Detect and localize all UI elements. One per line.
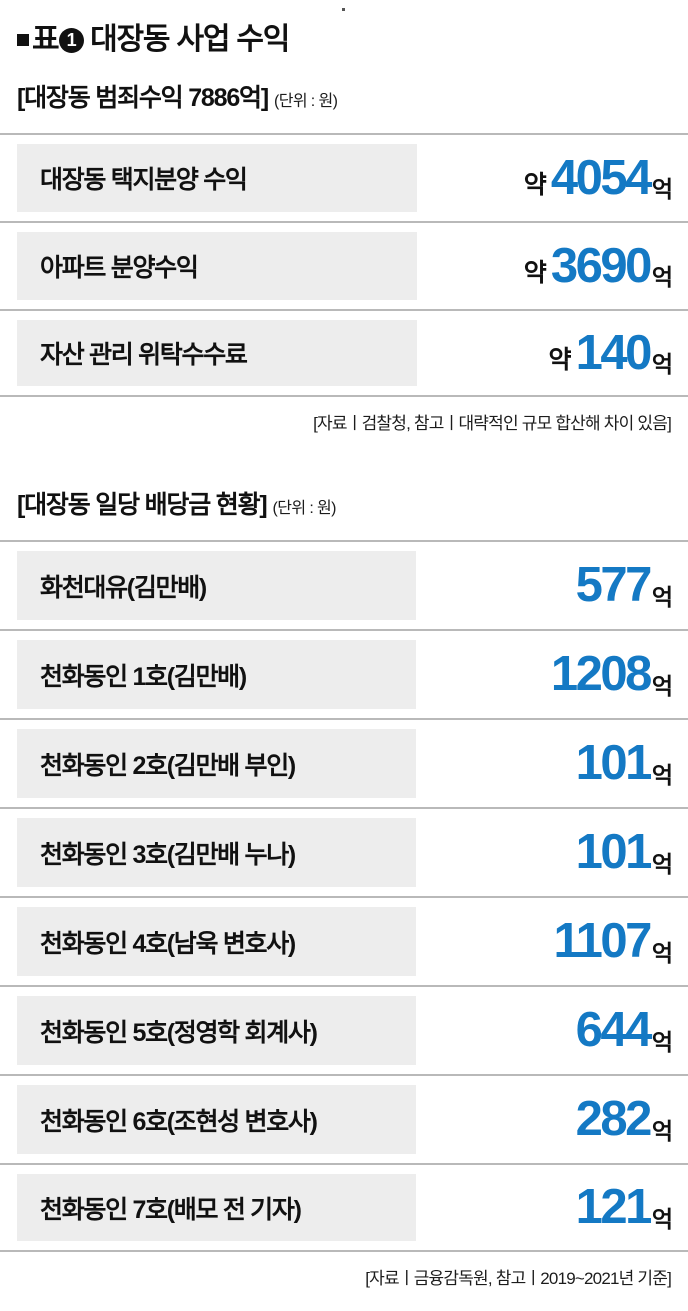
row-value: 101 [575, 825, 653, 879]
row-value-unit: 억 [651, 583, 673, 610]
table-row: 아파트 분양수익 약 3690 억 [0, 221, 688, 309]
row-value-unit: 억 [651, 264, 673, 290]
row-value-unit: 억 [651, 1117, 673, 1144]
square-bullet-icon [17, 34, 29, 46]
row-value-box: 101 억 [575, 809, 673, 896]
title-text: 대장동 사업 수익 [90, 23, 290, 56]
row-label: 천화동인 7호(배모 전 기자) [40, 1195, 302, 1224]
row-label-box: 천화동인 2호(김만배 부인) [17, 729, 416, 798]
top-dot-mark [342, 8, 345, 11]
table-row: 천화동인 4호(남욱 변호사) 1107 억 [0, 896, 688, 985]
row-value-unit: 억 [651, 939, 673, 966]
row-label: 대장동 택지분양 수익 [40, 166, 248, 194]
row-value: 121 [575, 1180, 653, 1234]
row-value: 1208 [550, 647, 653, 701]
row-value-unit: 억 [651, 761, 673, 788]
row-value-box: 약 4054 억 [523, 135, 673, 221]
row-approx-prefix: 약 [548, 346, 572, 374]
table-row: 천화동인 1호(김만배) 1208 억 [0, 629, 688, 718]
section-1-title: [대장동 범죄수익 7886억] [17, 84, 269, 112]
row-value: 282 [575, 1092, 653, 1146]
row-label: 자산 관리 위탁수수료 [40, 341, 248, 369]
row-label: 천화동인 6호(조현성 변호사) [40, 1107, 318, 1136]
row-value: 644 [575, 1003, 653, 1057]
row-label-box: 화천대유(김만배) [17, 551, 416, 620]
row-value: 4054 [550, 150, 653, 205]
title-prefix: 표 [32, 23, 60, 56]
row-value-unit: 억 [651, 176, 673, 202]
row-label-box: 자산 관리 위탁수수료 [17, 320, 417, 386]
row-value-box: 약 140 억 [548, 311, 673, 395]
row-value-box: 282 억 [575, 1076, 673, 1163]
section-2-title: [대장동 일당 배당금 현황] [17, 491, 268, 519]
table-row: 자산 관리 위탁수수료 약 140 억 [0, 309, 688, 397]
row-value: 1107 [553, 914, 653, 968]
table-row: 천화동인 2호(김만배 부인) 101 억 [0, 718, 688, 807]
row-label-box: 천화동인 6호(조현성 변호사) [17, 1085, 416, 1154]
row-value-box: 101 억 [575, 720, 673, 807]
row-label: 천화동인 5호(정영학 회계사) [40, 1018, 318, 1047]
row-label: 아파트 분양수익 [40, 254, 199, 282]
row-value-box: 121 억 [575, 1165, 673, 1250]
row-label: 천화동인 2호(김만배 부인) [40, 751, 296, 780]
page-title: 표 1 대장동 사업 수익 [17, 20, 290, 60]
row-label: 천화동인 4호(남욱 변호사) [40, 929, 296, 958]
row-label-box: 천화동인 5호(정영학 회계사) [17, 996, 416, 1065]
row-value-unit: 억 [651, 850, 673, 877]
row-approx-prefix: 약 [523, 259, 547, 287]
row-value-box: 1208 억 [550, 631, 673, 718]
section-2-unit: (단위 : 원) [272, 500, 337, 517]
row-label-box: 천화동인 1호(김만배) [17, 640, 416, 709]
section-heading-2: [대장동 일당 배당금 현황] (단위 : 원) [17, 485, 336, 521]
row-label-box: 천화동인 3호(김만배 누나) [17, 818, 416, 887]
table-profit: 대장동 택지분양 수익 약 4054 억 아파트 분양수익 약 3690 억 자… [0, 133, 688, 397]
row-value-box: 약 3690 억 [523, 223, 673, 309]
row-value: 140 [575, 325, 653, 380]
circled-number-icon: 1 [59, 27, 85, 53]
table-row: 화천대유(김만배) 577 억 [0, 540, 688, 629]
source-note-2: [자료ㅣ금융감독원, 참고ㅣ2019~2021년 기준] [365, 1269, 672, 1288]
row-label-box: 천화동인 4호(남욱 변호사) [17, 907, 416, 976]
row-label: 천화동인 1호(김만배) [40, 662, 247, 691]
row-value: 577 [575, 558, 653, 612]
row-value-unit: 억 [651, 1205, 673, 1232]
row-label: 화천대유(김만배) [40, 573, 207, 602]
section-1-unit: (단위 : 원) [273, 93, 338, 110]
section-heading-1: [대장동 범죄수익 7886억] (단위 : 원) [17, 78, 338, 114]
row-label-box: 대장동 택지분양 수익 [17, 144, 417, 212]
source-note-1: [자료ㅣ검찰청, 참고ㅣ대략적인 규모 합산해 차이 있음] [313, 414, 672, 433]
row-label: 천화동인 3호(김만배 누나) [40, 840, 296, 869]
table-row: 천화동인 6호(조현성 변호사) 282 억 [0, 1074, 688, 1163]
row-value: 101 [575, 736, 653, 790]
row-value-box: 1107 억 [553, 898, 673, 985]
row-approx-prefix: 약 [523, 171, 547, 199]
row-value-unit: 억 [651, 672, 673, 699]
table-row: 천화동인 3호(김만배 누나) 101 억 [0, 807, 688, 896]
table-row: 대장동 택지분양 수익 약 4054 억 [0, 133, 688, 221]
row-value-unit: 억 [651, 1028, 673, 1055]
row-value-unit: 억 [651, 351, 673, 377]
row-label-box: 천화동인 7호(배모 전 기자) [17, 1174, 416, 1241]
table-row: 천화동인 7호(배모 전 기자) 121 억 [0, 1163, 688, 1252]
table-dividends: 화천대유(김만배) 577 억 천화동인 1호(김만배) 1208 억 천화동인… [0, 540, 688, 1252]
row-value: 3690 [550, 238, 653, 293]
table-row: 천화동인 5호(정영학 회계사) 644 억 [0, 985, 688, 1074]
row-label-box: 아파트 분양수익 [17, 232, 417, 300]
row-value-box: 577 억 [575, 542, 673, 629]
row-value-box: 644 억 [575, 987, 673, 1074]
